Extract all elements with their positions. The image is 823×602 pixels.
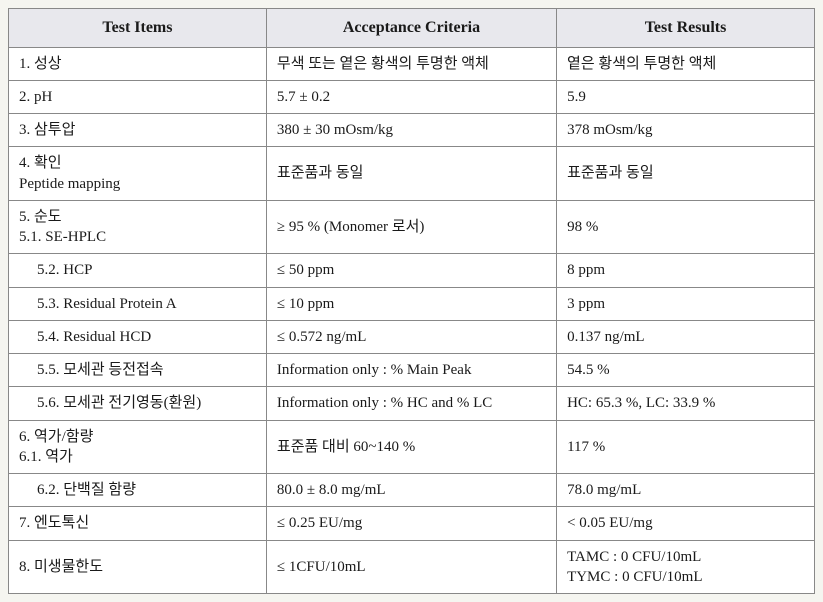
cell-test-result: 378 mOsm/kg — [557, 114, 815, 147]
cell-test-item: 5.2. HCP — [9, 254, 267, 287]
cell-test-result: < 0.05 EU/mg — [557, 507, 815, 540]
table-row: 6. 역가/함량 6.1. 역가표준품 대비 60~140 %117 % — [9, 420, 815, 474]
table-row: 1. 성상무색 또는 옅은 황색의 투명한 액체옅은 황색의 투명한 액체 — [9, 47, 815, 80]
cell-acceptance-criteria: ≤ 10 ppm — [266, 287, 556, 320]
cell-acceptance-criteria: ≤ 1CFU/10mL — [266, 540, 556, 594]
cell-acceptance-criteria: Information only : % HC and % LC — [266, 387, 556, 420]
col-header-criteria: Acceptance Criteria — [266, 9, 556, 48]
cell-acceptance-criteria: ≤ 0.572 ng/mL — [266, 320, 556, 353]
cell-acceptance-criteria: ≤ 50 ppm — [266, 254, 556, 287]
col-header-results: Test Results — [557, 9, 815, 48]
cell-acceptance-criteria: 표준품 대비 60~140 % — [266, 420, 556, 474]
cell-test-result: 옅은 황색의 투명한 액체 — [557, 47, 815, 80]
table-row: 5.4. Residual HCD≤ 0.572 ng/mL0.137 ng/m… — [9, 320, 815, 353]
cell-test-item: 5.4. Residual HCD — [9, 320, 267, 353]
cell-acceptance-criteria: 80.0 ± 8.0 mg/mL — [266, 474, 556, 507]
cell-test-result: 3 ppm — [557, 287, 815, 320]
cell-test-result: 표준품과 동일 — [557, 147, 815, 201]
table-row: 3. 삼투압380 ± 30 mOsm/kg378 mOsm/kg — [9, 114, 815, 147]
cell-test-item: 5.3. Residual Protein A — [9, 287, 267, 320]
cell-acceptance-criteria: 5.7 ± 0.2 — [266, 80, 556, 113]
table-row: 7. 엔도톡신≤ 0.25 EU/mg< 0.05 EU/mg — [9, 507, 815, 540]
cell-test-result: HC: 65.3 %, LC: 33.9 % — [557, 387, 815, 420]
table-row: 4. 확인 Peptide mapping표준품과 동일표준품과 동일 — [9, 147, 815, 201]
cell-acceptance-criteria: Information only : % Main Peak — [266, 354, 556, 387]
table-row: 5.2. HCP≤ 50 ppm8 ppm — [9, 254, 815, 287]
cell-test-item: 8. 미생물한도 — [9, 540, 267, 594]
table-header-row: Test Items Acceptance Criteria Test Resu… — [9, 9, 815, 48]
cell-test-item: 7. 엔도톡신 — [9, 507, 267, 540]
cell-acceptance-criteria: ≤ 0.25 EU/mg — [266, 507, 556, 540]
table-row: 5.5. 모세관 등전접속Information only : % Main P… — [9, 354, 815, 387]
cell-acceptance-criteria: 380 ± 30 mOsm/kg — [266, 114, 556, 147]
cell-test-item: 1. 성상 — [9, 47, 267, 80]
cell-acceptance-criteria: ≥ 95 % (Monomer 로서) — [266, 200, 556, 254]
cell-test-item: 6.2. 단백질 함량 — [9, 474, 267, 507]
cell-acceptance-criteria: 무색 또는 옅은 황색의 투명한 액체 — [266, 47, 556, 80]
col-header-items: Test Items — [9, 9, 267, 48]
cell-test-item: 5. 순도 5.1. SE-HPLC — [9, 200, 267, 254]
cell-test-item: 4. 확인 Peptide mapping — [9, 147, 267, 201]
cell-test-result: 5.9 — [557, 80, 815, 113]
cell-test-result: TAMC : 0 CFU/10mL TYMC : 0 CFU/10mL — [557, 540, 815, 594]
table-row: 8. 미생물한도≤ 1CFU/10mLTAMC : 0 CFU/10mL TYM… — [9, 540, 815, 594]
cell-acceptance-criteria: 표준품과 동일 — [266, 147, 556, 201]
table-row: 5. 순도 5.1. SE-HPLC≥ 95 % (Monomer 로서)98 … — [9, 200, 815, 254]
cell-test-result: 8 ppm — [557, 254, 815, 287]
table-row: 2. pH5.7 ± 0.25.9 — [9, 80, 815, 113]
cell-test-result: 98 % — [557, 200, 815, 254]
table-row: 5.3. Residual Protein A≤ 10 ppm3 ppm — [9, 287, 815, 320]
table-row: 6.2. 단백질 함량80.0 ± 8.0 mg/mL78.0 mg/mL — [9, 474, 815, 507]
cell-test-result: 117 % — [557, 420, 815, 474]
cell-test-result: 54.5 % — [557, 354, 815, 387]
cell-test-item: 2. pH — [9, 80, 267, 113]
table-row: 5.6. 모세관 전기영동(환원)Information only : % HC… — [9, 387, 815, 420]
table-body: 1. 성상무색 또는 옅은 황색의 투명한 액체옅은 황색의 투명한 액체2. … — [9, 47, 815, 594]
cell-test-item: 5.6. 모세관 전기영동(환원) — [9, 387, 267, 420]
cell-test-item: 3. 삼투압 — [9, 114, 267, 147]
test-results-table: Test Items Acceptance Criteria Test Resu… — [8, 8, 815, 594]
cell-test-result: 78.0 mg/mL — [557, 474, 815, 507]
cell-test-result: 0.137 ng/mL — [557, 320, 815, 353]
cell-test-item: 5.5. 모세관 등전접속 — [9, 354, 267, 387]
cell-test-item: 6. 역가/함량 6.1. 역가 — [9, 420, 267, 474]
